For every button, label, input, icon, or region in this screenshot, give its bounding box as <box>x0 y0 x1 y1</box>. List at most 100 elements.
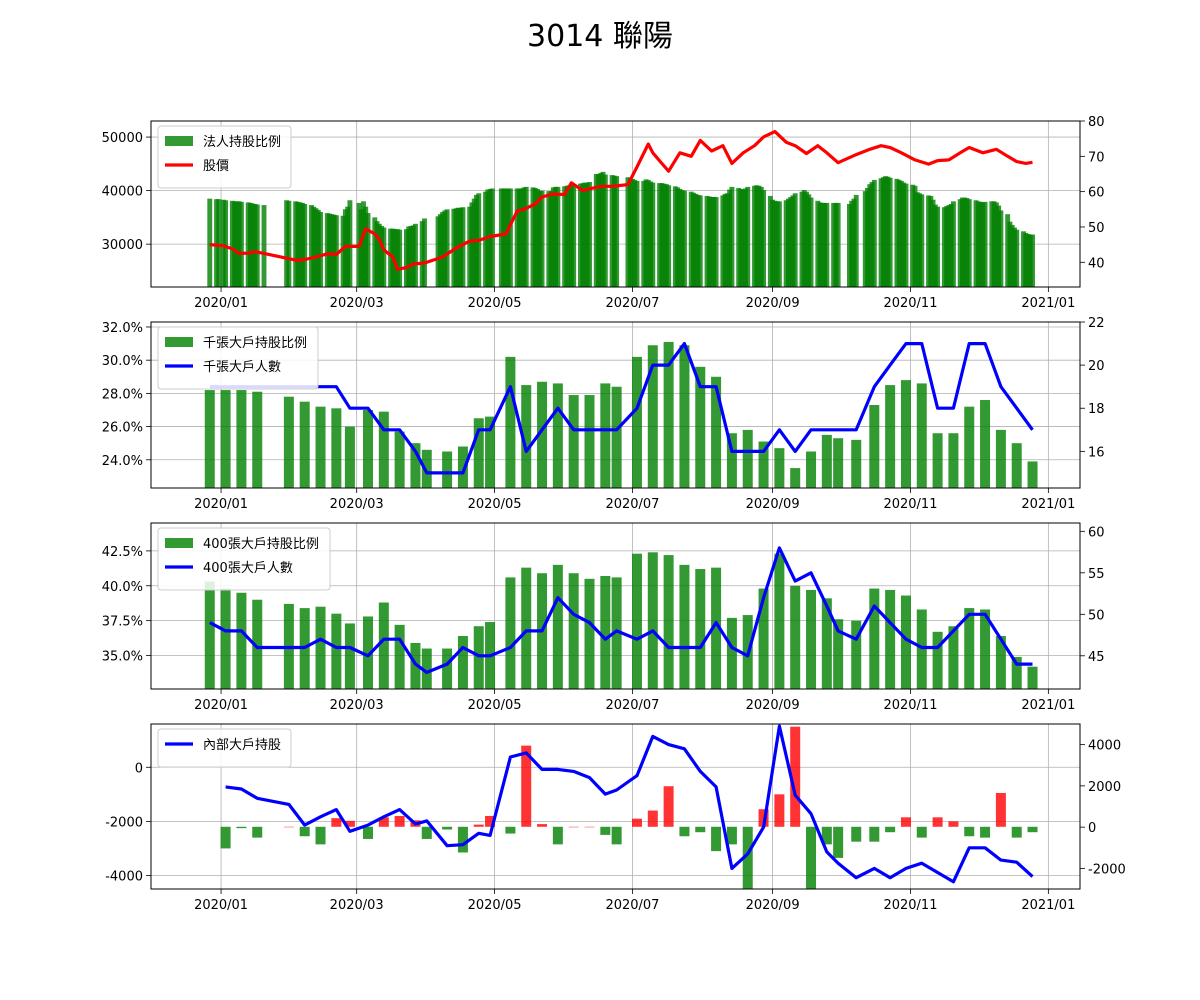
bar <box>333 215 339 287</box>
bar <box>315 406 326 488</box>
y-right-tick-label: 50 <box>1088 221 1105 236</box>
series-line <box>209 546 1033 674</box>
x-tick-label: 2020/03 <box>330 898 384 913</box>
bar <box>252 826 263 838</box>
bar <box>871 179 877 287</box>
bar <box>611 386 622 488</box>
bar <box>869 588 880 689</box>
y-right-tick-label: 45 <box>1088 650 1105 665</box>
bar <box>851 826 862 842</box>
plot-area <box>204 546 1038 689</box>
bar <box>887 177 893 287</box>
bar <box>806 826 817 889</box>
series-line <box>225 724 1034 884</box>
bar <box>948 433 959 488</box>
bar <box>916 609 927 689</box>
bar <box>299 401 310 488</box>
bar <box>473 418 484 488</box>
x-tick-label: 2020/09 <box>746 497 800 512</box>
bar <box>758 588 769 689</box>
bar <box>631 553 642 689</box>
bar <box>421 648 432 689</box>
bar <box>422 218 427 287</box>
bar <box>397 229 403 287</box>
bar <box>1011 443 1022 488</box>
y-right-tick-label: 18 <box>1088 402 1105 417</box>
bar <box>679 345 690 488</box>
bar <box>315 826 326 845</box>
bar <box>394 624 405 689</box>
bar <box>331 818 342 827</box>
bar <box>1011 826 1022 838</box>
y-left-tick-label: 40000 <box>102 185 143 200</box>
x-tick-label: 2021/01 <box>1021 898 1075 913</box>
x-tick-label: 2020/03 <box>330 296 384 311</box>
bar <box>204 581 215 689</box>
y-right-tick-label: 0 <box>1088 821 1096 836</box>
x-tick-label: 2020/01 <box>194 497 248 512</box>
bar <box>331 408 342 488</box>
y-left-tick-label: 35.0% <box>102 650 143 665</box>
bar <box>261 205 267 287</box>
bar <box>331 613 342 689</box>
bar <box>611 577 622 689</box>
bar <box>919 194 925 287</box>
x-tick-label: 2020/07 <box>605 698 659 713</box>
bar <box>742 826 753 889</box>
bar <box>521 567 532 689</box>
y-right-tick-label: -2000 <box>1088 862 1126 877</box>
y-left-tick-label: 30000 <box>102 238 143 253</box>
bar <box>790 726 801 827</box>
y-right-tick-label: 60 <box>1088 525 1105 540</box>
bar <box>1027 461 1038 488</box>
bar <box>381 227 387 287</box>
y-right-tick-label: 16 <box>1088 445 1105 460</box>
bar <box>521 745 532 827</box>
x-tick-label: 2020/01 <box>194 698 248 713</box>
legend-label: 內部大戶持股 <box>203 738 281 753</box>
bar <box>950 201 956 287</box>
bar <box>584 826 595 828</box>
bar <box>666 185 672 287</box>
legend: 內部大戶持股 <box>157 728 292 768</box>
series-line <box>209 342 1034 475</box>
bar <box>318 212 323 287</box>
bar <box>1030 234 1035 287</box>
bar <box>421 826 432 839</box>
bar <box>485 416 496 488</box>
y-left-tick-label: 30.0% <box>102 354 143 369</box>
bar <box>238 201 244 287</box>
bar <box>711 567 722 689</box>
y-left-tick-label: 0 <box>135 761 143 776</box>
bar <box>681 190 687 287</box>
y-right-tick-label: 70 <box>1088 150 1105 165</box>
bar <box>966 199 972 287</box>
bar <box>806 451 817 488</box>
bar <box>980 609 991 689</box>
plot-area <box>220 724 1038 889</box>
bar <box>220 588 231 689</box>
bar <box>980 400 991 488</box>
x-tick-label: 2021/01 <box>1021 296 1075 311</box>
bar <box>507 188 513 287</box>
bar <box>695 366 706 488</box>
x-tick-label: 2020/09 <box>746 898 800 913</box>
bar <box>774 553 785 689</box>
bar <box>537 381 548 488</box>
y-right-tick-label: 40 <box>1088 256 1105 271</box>
bar <box>552 564 563 689</box>
bar <box>220 390 231 488</box>
bar <box>647 810 658 827</box>
bar <box>1011 656 1022 689</box>
legend-box <box>157 326 319 390</box>
y-left-tick-label: 50000 <box>102 131 143 146</box>
x-tick-label: 2020/11 <box>883 296 937 311</box>
bar <box>584 578 595 689</box>
bar <box>473 626 484 689</box>
bar <box>223 200 229 287</box>
bar <box>711 376 722 488</box>
bar <box>634 180 640 287</box>
bar <box>236 826 247 829</box>
